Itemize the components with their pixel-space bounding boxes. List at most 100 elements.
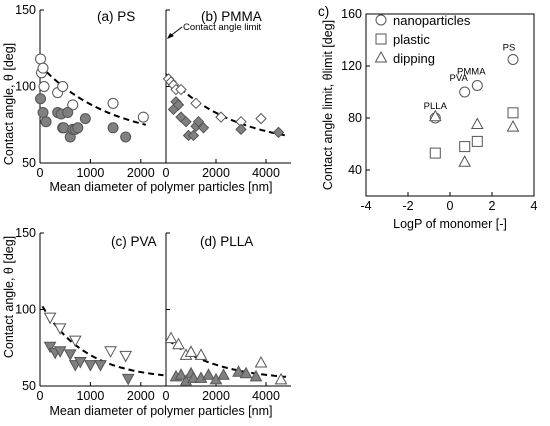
x-tick-label: 1000 [76, 389, 104, 403]
data-point-diamond [187, 129, 200, 142]
xlabel-bottom: Mean diameter of polymer particles [nm] [49, 404, 272, 418]
data-point-square [507, 107, 519, 119]
x-tick-label: 2000 [202, 389, 230, 403]
x-tick-label: 0 [163, 166, 170, 180]
point-label: PMMA [457, 67, 486, 78]
fit-curve [39, 64, 147, 126]
data-point-circle [72, 122, 84, 134]
data-point-diamond [172, 99, 185, 111]
x-tick-label: 1000 [76, 166, 104, 180]
x-tick-label: 0 [447, 199, 454, 213]
xlabel-top: Mean diameter of polymer particles [nm] [49, 180, 272, 194]
data-point-triangle [428, 109, 442, 122]
data-point-triangle-down [104, 346, 117, 358]
data-point-diamond [215, 111, 227, 123]
data-point-triangle [174, 368, 188, 380]
contact-angle-limit-annotation: Contact angle limit [183, 22, 262, 33]
x-tick-label: 2000 [127, 166, 155, 180]
y-tick-label: 50 [22, 156, 36, 170]
data-point-circle [120, 131, 132, 143]
data-point-circle [471, 80, 483, 91]
data-point-circle [79, 113, 91, 125]
data-point-circle [40, 116, 52, 128]
data-point-triangle [274, 372, 288, 385]
annotation-arrow-head [167, 33, 174, 39]
legend-label: nanoparticles [393, 13, 471, 28]
plot-frame [365, 13, 535, 197]
ylabel-bottom: Contact angle, θ [deg] [2, 236, 16, 358]
x-tick-label: 4000 [252, 389, 280, 403]
data-point-diamond [192, 115, 205, 128]
panel-pmma: 0 2000 4000 (b) PMMA [163, 9, 291, 180]
x-tick-label: -4 [360, 199, 371, 213]
data-point-circle [62, 107, 74, 119]
x-tick-label: 2 [489, 199, 496, 213]
y-tick-label: 160 [341, 7, 362, 21]
y-axis-label: Contact angle limit, θlimit [deg] [321, 20, 335, 190]
data-point-diamond [235, 123, 247, 136]
data-point-circle [35, 53, 47, 65]
panel-plla: 0 2000 4000 (d) PLLA [163, 232, 291, 403]
data-point-circle [107, 122, 119, 134]
panel-label: (c) PVA [111, 234, 157, 249]
point-label: PLLA [424, 101, 448, 112]
data-point-triangle [232, 365, 245, 377]
y-tick-label: 50 [22, 379, 36, 393]
data-point-square [429, 147, 441, 159]
data-point-diamond [190, 97, 202, 110]
data-point-triangle-down [68, 335, 82, 348]
y-tick-label: 100 [15, 80, 36, 94]
data-point-triangle-down [43, 341, 57, 354]
legend-marker-circle [375, 14, 387, 26]
data-point-circle [57, 81, 69, 92]
x-tick-label: 0 [37, 166, 44, 180]
x-tick-label: 4 [531, 199, 538, 213]
x-tick-label: 0 [163, 389, 170, 403]
data-point-circle [38, 81, 50, 92]
data-point-circle [67, 99, 79, 111]
x-tick-label: 0 [37, 389, 44, 403]
data-point-triangle-down [94, 360, 107, 372]
y-tick-label: 100 [15, 303, 36, 317]
data-point-circle [137, 111, 149, 123]
data-point-triangle-down [73, 357, 87, 369]
data-point-circle [459, 86, 471, 98]
data-point-triangle [249, 369, 263, 382]
data-point-diamond [197, 122, 210, 134]
data-point-triangle-down [84, 360, 97, 372]
data-point-diamond [180, 115, 192, 128]
y-tick-label: 120 [341, 59, 362, 73]
data-point-square [459, 141, 471, 153]
y-tick-label: 150 [15, 3, 36, 17]
point-label: PS [503, 43, 516, 54]
data-point-triangle [202, 368, 215, 380]
data-point-triangle [506, 120, 520, 132]
data-point-circle [35, 93, 47, 105]
x-axis-label: LogP of monomer [-] [393, 217, 507, 231]
data-point-circle [37, 107, 49, 119]
data-point-diamond [255, 112, 267, 125]
data-point-triangle [187, 371, 200, 383]
data-point-triangle [184, 345, 198, 357]
data-point-triangle [470, 117, 484, 129]
data-point-triangle-down [119, 350, 133, 363]
x-tick-label: -2 [402, 199, 413, 213]
data-point-circle [507, 54, 519, 65]
y-tick-label: 150 [15, 226, 36, 240]
data-point-circle [37, 62, 49, 74]
data-point-triangle-down [53, 323, 67, 335]
y-tick-label: 80 [348, 111, 362, 125]
legend-marker-triangle [374, 50, 388, 63]
data-point-triangle [239, 366, 253, 379]
legend-marker-square [375, 33, 387, 45]
data-point-triangle [458, 155, 472, 167]
corner-mark: c) [318, 4, 329, 19]
data-point-triangle-down [121, 373, 135, 386]
x-tick-label: 2000 [202, 166, 230, 180]
panel-contact-angle-limit: -4 -2 0 2 4 40 80 120 160 LogP of monomer [-] Cont… [321, 7, 538, 231]
data-point-square [471, 135, 483, 147]
data-point-triangle-down [53, 346, 67, 358]
point-label: PVA [450, 73, 469, 84]
data-point-triangle [164, 331, 178, 344]
